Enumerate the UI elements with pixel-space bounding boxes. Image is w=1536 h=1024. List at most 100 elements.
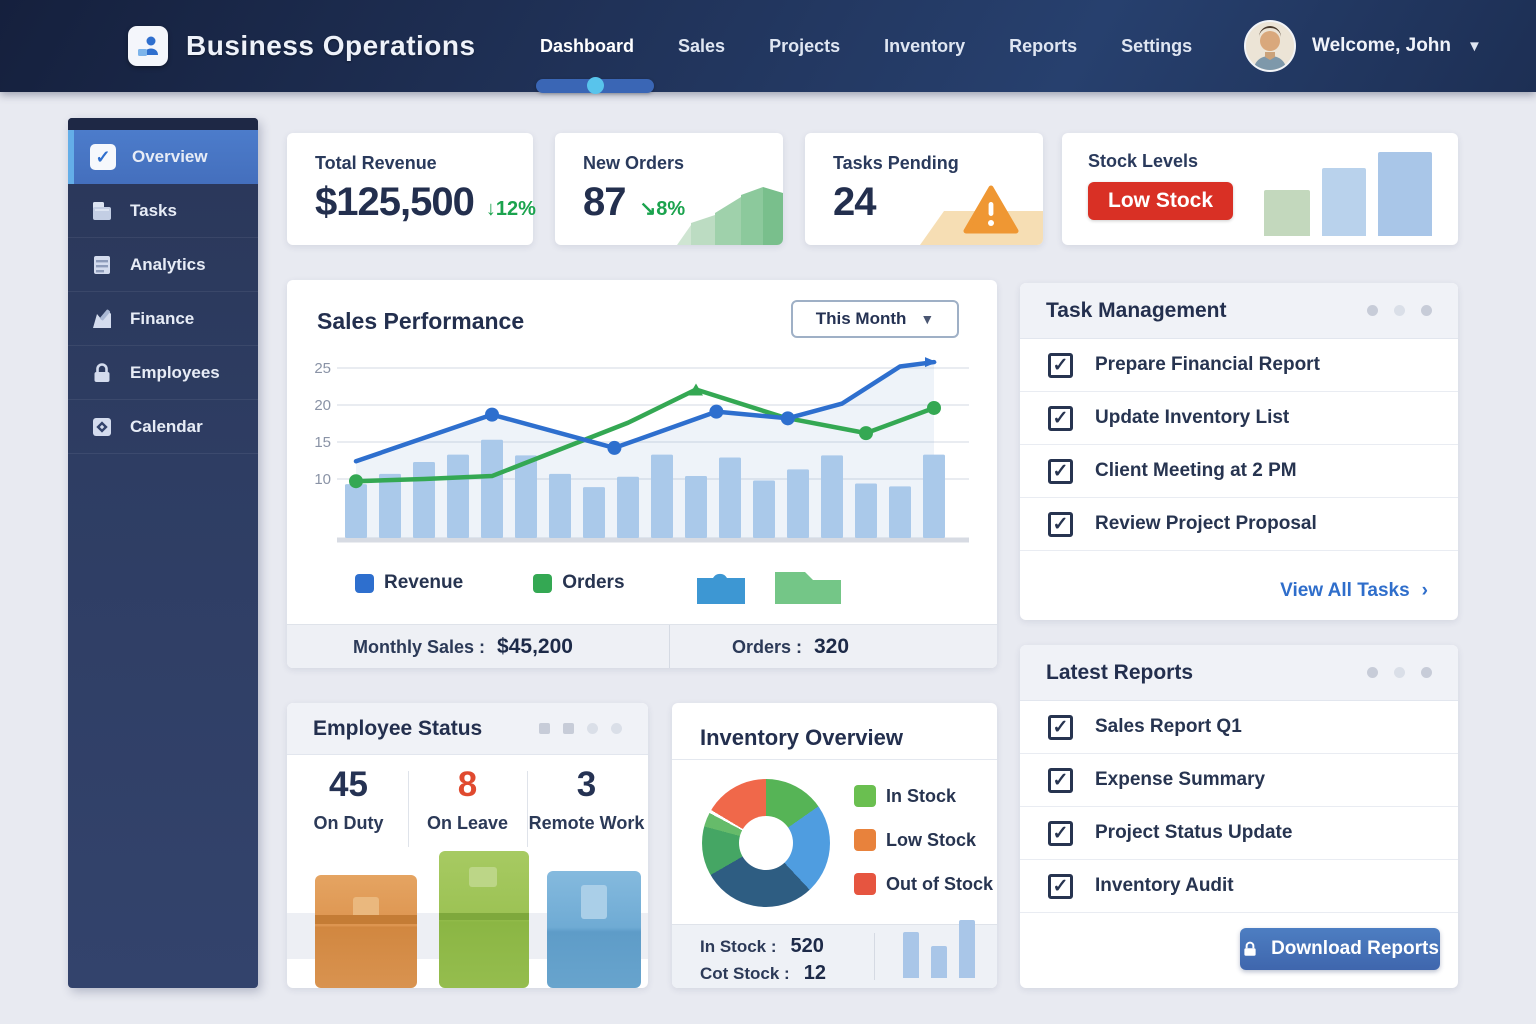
checkbox-checked-icon[interactable]: ✓ (1048, 714, 1073, 740)
task-item[interactable]: ✓ Client Meeting at 2 PM (1020, 445, 1458, 498)
report-item[interactable]: ✓ Inventory Audit (1020, 860, 1458, 913)
report-item[interactable]: ✓ Expense Summary (1020, 754, 1458, 807)
legend-swatch (854, 873, 876, 895)
user-menu[interactable]: Welcome, John ▼ (1244, 20, 1482, 72)
panel-title: Sales Performance (317, 308, 525, 334)
stat-remote-work: 3 Remote Work (528, 765, 646, 847)
download-reports-button[interactable]: Download Reports (1240, 928, 1440, 970)
panel-header: Latest Reports (1020, 645, 1458, 701)
low-stock-badge: Low Stock (1088, 182, 1234, 220)
sidebar-item-employees[interactable]: Employees (68, 346, 258, 400)
dropdown-value: This Month (815, 309, 907, 328)
svg-text:10: 10 (314, 471, 331, 488)
legend-item-out-of-stock: Out of Stock (854, 873, 993, 895)
mini-bar (1322, 168, 1366, 236)
report-label: Expense Summary (1095, 769, 1266, 790)
sales-chart: 25 20 15 10 (314, 357, 969, 543)
orders-count-label: Orders : (731, 636, 802, 657)
task-item[interactable]: ✓ Prepare Financial Report (1020, 339, 1458, 392)
task-label: Review Project Proposal (1095, 513, 1317, 534)
mini-bar (1264, 190, 1310, 236)
checkbox-checked-icon[interactable]: ✓ (1048, 767, 1073, 793)
stock-mini-bar-chart (1264, 152, 1432, 236)
mini-bar (959, 920, 975, 978)
sales-performance-panel: Sales Performance This Month ▼ 25 20 15 10 … (287, 280, 997, 668)
svg-text:25: 25 (314, 360, 331, 377)
checkbox-checked-icon[interactable]: ✓ (1048, 873, 1073, 899)
sidebar-item-label: Overview (132, 147, 208, 166)
checkbox-checked-icon[interactable]: ✓ (1048, 820, 1073, 846)
orange-box-decoration (315, 875, 417, 988)
sidebar-item-calendar[interactable]: Calendar (68, 400, 258, 454)
sidebar-item-label: Employees (130, 362, 220, 382)
sidebar-item-tasks[interactable]: Tasks (68, 184, 258, 238)
green-box-decoration (439, 851, 529, 988)
nav-sales[interactable]: Sales (678, 35, 726, 56)
report-item[interactable]: ✓ Project Status Update (1020, 807, 1458, 860)
legend-label: In Stock (886, 785, 957, 806)
legend-swatch (533, 573, 553, 593)
stat-value: 45 (329, 765, 368, 804)
pencil-chart-icon (93, 309, 111, 328)
legend-swatch (854, 785, 876, 807)
report-label: Inventory Audit (1095, 875, 1234, 896)
sidebar-item-analytics[interactable]: Analytics (68, 238, 258, 292)
stat-title: Total Revenue (315, 153, 437, 173)
checkbox-checked-icon[interactable]: ✓ (1048, 458, 1073, 484)
report-label: Sales Report Q1 (1095, 716, 1242, 737)
view-all-tasks-link[interactable]: View All Tasks (1280, 580, 1410, 601)
panel-header: Employee Status (287, 703, 648, 755)
checkbox-checked-icon[interactable]: ✓ (1048, 405, 1073, 431)
task-label: Update Inventory List (1095, 407, 1290, 428)
checkbox-checked-icon[interactable]: ✓ (1048, 352, 1073, 378)
inventory-legend: In Stock Low Stock Out of Stock (854, 785, 993, 895)
dot-icon (1367, 305, 1378, 316)
chevron-down-icon[interactable]: ▼ (1467, 37, 1482, 55)
mini-bar (931, 946, 947, 978)
sidebar-item-label: Calendar (130, 416, 203, 436)
chevron-down-icon: ▼ (920, 311, 935, 327)
active-nav-dot (587, 77, 604, 94)
sidebar-item-overview[interactable]: ✓ Overview (68, 130, 258, 184)
nav-dashboard[interactable]: Dashboard (540, 35, 635, 56)
lock-icon (1244, 941, 1256, 956)
dot-icon (1394, 305, 1405, 316)
nav-inventory[interactable]: Inventory (884, 35, 966, 56)
task-item[interactable]: ✓ Review Project Proposal (1020, 498, 1458, 551)
sidebar-item-finance[interactable]: Finance (68, 292, 258, 346)
legend-label: Orders (562, 572, 625, 593)
task-label: Prepare Financial Report (1095, 354, 1320, 375)
stat-label: On Duty (313, 813, 384, 833)
panel-menu-dots[interactable] (1367, 667, 1432, 678)
dot-icon (1394, 667, 1405, 678)
stat-value: 8 (457, 765, 478, 804)
calendar-icon (93, 417, 111, 436)
out-stock-label: Cot Stock : (700, 964, 790, 983)
legend-item-revenue: Revenue (355, 572, 463, 594)
mini-bar (1378, 152, 1432, 236)
divider (874, 933, 875, 980)
report-item[interactable]: ✓ Sales Report Q1 (1020, 701, 1458, 754)
user-avatar[interactable] (1244, 20, 1296, 72)
checkbox-checked-icon[interactable]: ✓ (1048, 511, 1073, 537)
task-item[interactable]: ✓ Update Inventory List (1020, 392, 1458, 445)
nav-settings[interactable]: Settings (1121, 35, 1193, 56)
panel-title: Inventory Overview (700, 725, 903, 750)
nav-reports[interactable]: Reports (1009, 35, 1078, 56)
welcome-label: Welcome, John (1312, 35, 1452, 56)
panel-title: Latest Reports (1046, 660, 1194, 684)
stat-card-stock-levels: Stock Levels Low Stock (1062, 133, 1458, 245)
time-range-dropdown[interactable]: This Month ▼ (791, 300, 959, 338)
clipboard-icon (93, 201, 111, 220)
nav-projects[interactable]: Projects (769, 35, 841, 56)
employee-stats-row: 45 On Duty 8 On Leave 3 Remote Work (287, 765, 648, 847)
panel-menu-dots[interactable] (539, 723, 622, 734)
dot-icon (1421, 667, 1432, 678)
stat-card-total-revenue: Total Revenue $125,500 ↓12% (287, 133, 536, 245)
divider (407, 771, 409, 847)
stat-label: Remote Work (528, 813, 645, 833)
blue-box-decoration (547, 871, 641, 988)
warning-icon (963, 185, 1019, 234)
panel-menu-dots[interactable] (1367, 305, 1432, 316)
